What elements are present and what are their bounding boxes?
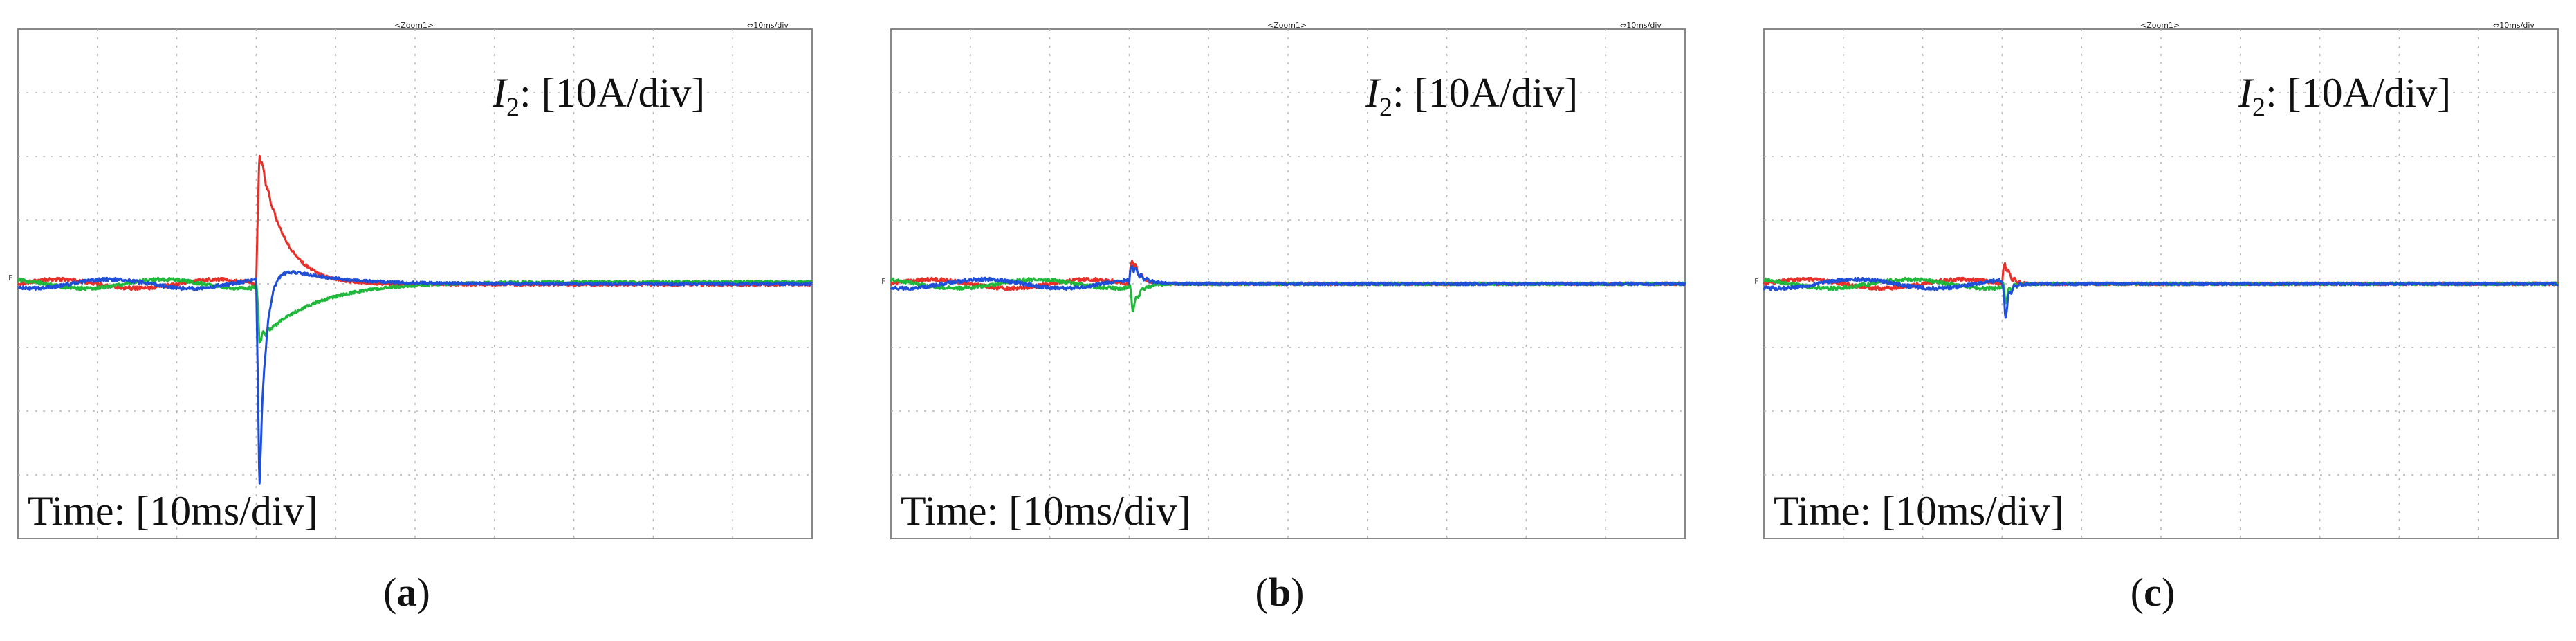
scope-plot-c [1763, 28, 2559, 539]
scope-plot-a [17, 28, 813, 539]
zoom-header-a: <Zoom1> [394, 21, 434, 30]
panel-caption-a: (a) [383, 570, 430, 615]
zero-marker-c: F [1754, 277, 1759, 286]
scope-plot-b [890, 28, 1686, 539]
zoom-header-b: <Zoom1> [1267, 21, 1307, 30]
panel-caption-b: (b) [1255, 570, 1305, 615]
current-scale-label-b: I2: [10A/div] [1365, 70, 1579, 122]
zero-marker-a: F [8, 273, 13, 282]
scope-panel-c: <Zoom1> ⇔10ms/div F I2: [10A/div] Time: … [1746, 0, 2576, 641]
series-phase-blue [890, 264, 1686, 291]
zoom-header-c: <Zoom1> [2140, 21, 2180, 30]
time-scale-label-c: Time: [10ms/div] [1774, 488, 2064, 534]
panel-caption-c: (c) [2130, 570, 2175, 615]
timebase-header-c: ⇔10ms/div [2493, 21, 2534, 30]
timebase-header-b: ⇔10ms/div [1620, 21, 1662, 30]
time-scale-label-b: Time: [10ms/div] [901, 488, 1191, 534]
series-phase-blue [1763, 276, 2559, 319]
timebase-header-a: ⇔10ms/div [747, 21, 789, 30]
series-phase-blue [17, 270, 813, 485]
time-scale-label-a: Time: [10ms/div] [28, 488, 318, 534]
current-scale-label-c: I2: [10A/div] [2238, 70, 2451, 122]
scope-panel-b: <Zoom1> ⇔10ms/div F I2: [10A/div] Time: … [873, 0, 1703, 641]
zero-marker-b: F [881, 277, 886, 286]
scope-panel-a: <Zoom1> ⇔10ms/div F I2: [10A/div] Time: … [0, 0, 830, 641]
current-scale-label-a: I2: [10A/div] [493, 70, 706, 122]
